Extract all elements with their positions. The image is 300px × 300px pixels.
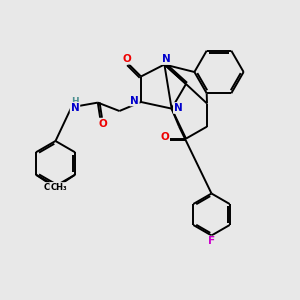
Text: N: N bbox=[174, 103, 183, 113]
Text: O: O bbox=[122, 54, 131, 64]
Text: CH₃: CH₃ bbox=[50, 183, 67, 192]
Text: O: O bbox=[160, 132, 169, 142]
Text: O: O bbox=[98, 118, 107, 129]
Text: F: F bbox=[208, 236, 215, 247]
Text: N: N bbox=[130, 95, 139, 106]
Text: CH₃: CH₃ bbox=[43, 183, 60, 192]
Text: H: H bbox=[71, 98, 79, 106]
Text: N: N bbox=[70, 103, 80, 113]
Text: N: N bbox=[161, 54, 170, 64]
